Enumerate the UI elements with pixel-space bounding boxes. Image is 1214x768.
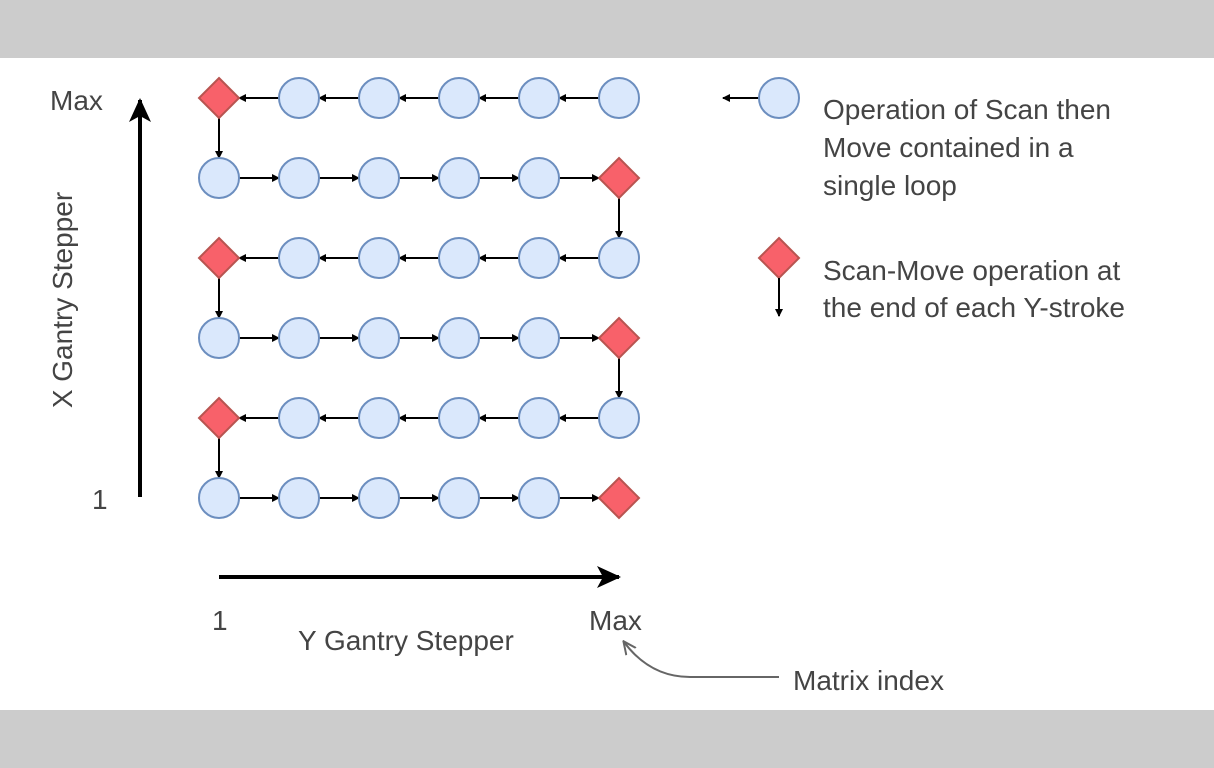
end-stroke-node — [597, 476, 641, 520]
scan-node — [438, 477, 480, 519]
scan-node — [438, 397, 480, 439]
legend-end-text-line2: the end of each Y-stroke — [823, 292, 1125, 323]
end-stroke-node — [197, 236, 241, 280]
top-band — [0, 0, 1214, 58]
scan-node — [358, 477, 400, 519]
scan-node — [438, 77, 480, 119]
scan-node — [518, 317, 560, 359]
scan-node — [598, 77, 640, 119]
scan-node — [278, 317, 320, 359]
end-stroke-node — [197, 76, 241, 120]
scan-node — [358, 157, 400, 199]
scan-node — [598, 237, 640, 279]
scan-node — [518, 77, 560, 119]
scan-node — [278, 157, 320, 199]
scan-node — [278, 477, 320, 519]
legend-end-text-line1: Scan-Move operation at — [823, 255, 1121, 286]
scan-node — [438, 157, 480, 199]
scan-node — [198, 157, 240, 199]
matrix-index-pointer — [624, 642, 779, 678]
end-stroke-node — [197, 396, 241, 440]
scan-node — [198, 317, 240, 359]
scan-node — [358, 77, 400, 119]
y-axis-title: Y Gantry Stepper — [298, 625, 514, 656]
scan-node — [518, 477, 560, 519]
scan-node — [438, 237, 480, 279]
bottom-band — [0, 710, 1214, 768]
x-axis-max-label: Max — [50, 85, 103, 116]
scan-node — [278, 77, 320, 119]
scan-node — [198, 477, 240, 519]
path-connectors — [215, 94, 623, 502]
scan-node — [278, 397, 320, 439]
legend-scan-text-line2: Move contained in a — [823, 132, 1074, 163]
legend-scan-node-icon — [758, 77, 800, 119]
legend-scan-text-line3: single loop — [823, 170, 957, 201]
y-axis-max-label: Max — [589, 605, 642, 636]
scan-node — [598, 397, 640, 439]
scan-node — [518, 397, 560, 439]
scan-node — [358, 237, 400, 279]
y-axis-min-label: 1 — [212, 605, 228, 636]
scan-node — [358, 317, 400, 359]
scan-node — [518, 237, 560, 279]
x-axis-min-label: 1 — [92, 484, 108, 515]
legend-scan-text-line1: Operation of Scan then — [823, 94, 1111, 125]
legend: Operation of Scan then Move contained in… — [722, 77, 1125, 323]
scan-node — [438, 317, 480, 359]
end-stroke-node — [597, 316, 641, 360]
scan-node — [518, 157, 560, 199]
legend-end-node-icon — [757, 236, 801, 280]
grid-nodes — [197, 76, 641, 520]
end-stroke-node — [597, 156, 641, 200]
matrix-index-label: Matrix index — [793, 665, 944, 696]
scan-node — [278, 237, 320, 279]
x-axis-title: X Gantry Stepper — [47, 192, 78, 408]
scan-node — [358, 397, 400, 439]
